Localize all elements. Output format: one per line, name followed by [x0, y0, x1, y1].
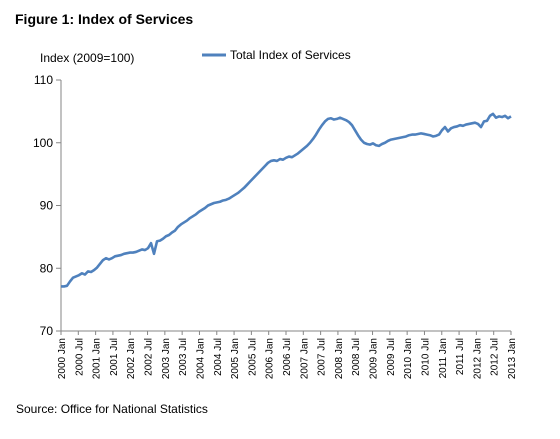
y-tick-label: 100 — [33, 136, 53, 150]
page-title: Figure 1: Index of Services — [15, 11, 194, 27]
x-tick-label: 2012 Jul — [490, 338, 501, 376]
x-tick-label: 2006 Jan — [265, 338, 276, 379]
x-tick-label: 2001 Jul — [109, 338, 120, 376]
x-tick-label: 2011 Jul — [455, 338, 466, 375]
x-tick-label: 2008 Jan — [334, 338, 345, 379]
x-axis-ticks: 2000 Jan 2000 Jul 2001 Jan 2001 Jul 2002 Jan… — [57, 331, 518, 379]
y-axis-ticks: 70 80 90 100 110 — [33, 73, 61, 338]
x-tick-label: 2000 Jan — [57, 338, 68, 379]
x-tick-label: 2006 Jul — [282, 338, 293, 376]
legend: Total Index of Services — [202, 48, 351, 62]
x-tick-label: 2013 Jan — [507, 338, 518, 379]
y-tick-label: 90 — [40, 199, 54, 213]
x-tick-label: 2007 Jan — [299, 338, 310, 379]
x-tick-label: 2002 Jul — [144, 338, 155, 376]
legend-label: Total Index of Services — [230, 48, 351, 62]
x-tick-label: 2008 Jul — [351, 338, 362, 376]
x-tick-label: 2003 Jan — [161, 338, 172, 379]
y-axis-label: Index (2009=100) — [40, 51, 134, 65]
x-tick-label: 2005 Jan — [230, 338, 241, 379]
x-tick-label: 2012 Jan — [472, 338, 483, 379]
x-tick-label: 2009 Jul — [386, 338, 397, 376]
x-tick-label: 2010 Jan — [403, 338, 414, 379]
y-tick-label: 70 — [40, 324, 54, 338]
x-tick-label: 2007 Jul — [317, 338, 328, 376]
x-tick-label: 2003 Jul — [178, 338, 189, 376]
series-line-total-index-of-services — [61, 112, 512, 288]
x-tick-label: 2010 Jul — [420, 338, 431, 376]
axes — [60, 80, 511, 332]
y-tick-label: 80 — [40, 261, 54, 275]
x-tick-label: 2001 Jan — [92, 338, 103, 379]
x-tick-label: 2000 Jul — [74, 338, 85, 376]
x-tick-label: 2009 Jan — [369, 338, 380, 379]
x-tick-label: 2011 Jan — [438, 338, 449, 378]
x-tick-label: 2004 Jul — [213, 338, 224, 376]
y-tick-label: 110 — [34, 73, 53, 87]
x-tick-label: 2005 Jul — [247, 338, 258, 376]
x-tick-label: 2004 Jan — [195, 338, 206, 379]
source-note: Source: Office for National Statistics — [16, 402, 208, 416]
x-tick-label: 2002 Jan — [126, 338, 137, 379]
